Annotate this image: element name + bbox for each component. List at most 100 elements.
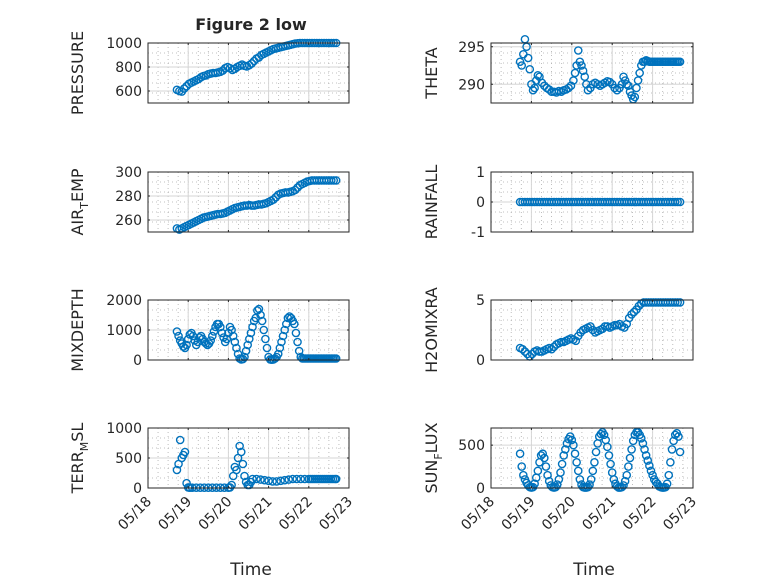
series-mixdepth [172,304,341,365]
data-point [622,79,632,89]
data-point [172,465,182,475]
data-point [256,475,265,484]
data-point [230,337,240,347]
data-point [520,347,530,356]
data-point [675,298,685,307]
axes-box [490,427,694,489]
data-point [515,449,525,459]
data-point [523,53,533,63]
tick-marks [147,299,350,361]
data-point [627,310,636,319]
data-point [284,475,294,484]
data-point [543,470,552,480]
data-point [254,304,264,314]
data-point [174,331,183,341]
axes-box [147,42,350,104]
data-point [670,197,680,207]
data-point [561,445,570,454]
data-point [262,343,272,353]
data-point [257,316,267,326]
data-point [572,457,581,467]
y-axis-label: AIRTEMP [68,168,91,235]
data-point [540,453,549,463]
axes-box [147,171,350,233]
data-point [673,197,682,207]
data-point [588,466,598,476]
data-point [269,195,278,204]
data-point [238,459,248,469]
data-point [528,85,538,95]
y-tick-label: 1000 [106,323,142,339]
y-axis-label: SUNFLUX [422,422,445,493]
data-point [669,436,678,446]
data-point [674,432,683,441]
tick-marks [490,299,694,361]
x-axis-label-left: Time [229,560,272,580]
subplot-rainfall: -1 0 1 RAINFALL [422,165,694,241]
data-point [590,457,599,467]
data-point [675,57,685,67]
y-axis-label: MIXDEPTH [68,288,87,371]
data-point [645,461,654,471]
series-h2omixra [515,298,685,361]
y-tick-label: 0 [476,195,485,211]
series-theta [515,34,685,104]
data-point [533,70,543,80]
data-point [570,449,580,459]
data-point [556,468,565,477]
data-point [294,346,304,356]
data-point [638,439,648,448]
data-point [280,475,289,485]
data-point [586,475,596,484]
data-point [261,334,270,344]
data-point [567,435,577,445]
data-point [630,92,640,102]
data-point [603,442,612,452]
data-point [277,337,286,347]
data-point [260,475,269,485]
subplot-air-temp: 260 280 300 AIRTEMP [68,165,350,236]
data-point [208,331,217,341]
series-rainfall [515,197,685,207]
data-point [241,346,251,356]
data-point [612,85,622,95]
data-point [523,349,532,359]
tick-marks [490,171,694,233]
data-point [604,451,614,460]
data-point [238,354,248,364]
data-point [519,470,528,480]
data-point [518,344,527,354]
data-point [610,83,619,93]
y-tick-label: 0 [133,481,142,497]
data-point [180,447,190,457]
data-point [547,344,556,354]
data-point [236,447,246,457]
data-point [605,77,615,87]
data-point [172,327,182,336]
data-point [290,319,299,329]
data-point [627,445,636,454]
data-point [245,60,254,70]
data-point [628,436,638,446]
y-tick-label: 600 [115,84,142,100]
data-point [670,298,680,307]
data-point [564,83,573,93]
data-point [259,325,269,335]
data-point [240,352,249,362]
data-point [327,176,336,185]
data-point [666,457,675,467]
data-point [247,59,257,68]
y-axis-label: TERRMSL [68,423,91,495]
data-point [578,66,588,76]
axes-box [490,42,694,104]
y-tick-label: 1000 [106,36,142,52]
y-tick-label: 1 [476,165,485,181]
data-point [300,474,310,484]
data-point [290,185,300,195]
y-tick-label: 0 [476,481,485,497]
data-point [331,176,341,185]
data-point [292,474,302,484]
y-tick-label: -1 [471,225,485,241]
